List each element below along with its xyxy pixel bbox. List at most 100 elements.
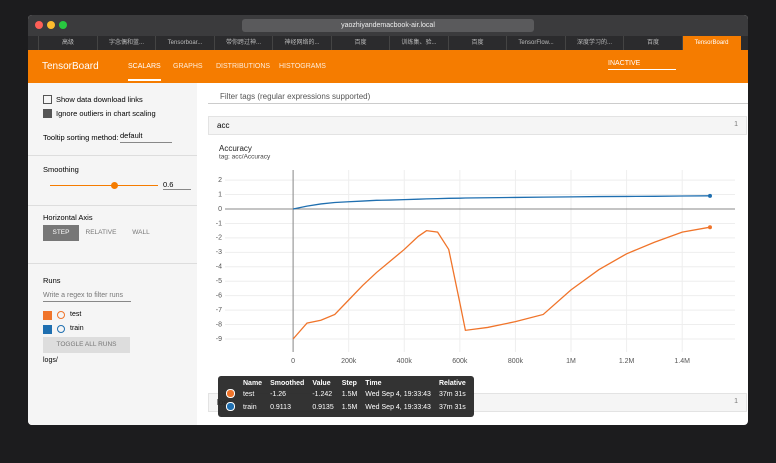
y-tick-label: -2 (216, 235, 222, 242)
y-tick-label: -4 (216, 264, 222, 271)
label: Horizontal Axis (43, 213, 93, 222)
y-tick-label: -3 (216, 249, 222, 256)
cell: 37m 31s (438, 404, 466, 411)
tab[interactable]: TensorBoard (681, 36, 741, 50)
tab[interactable]: Tensorboar... (155, 36, 214, 50)
series-line (292, 195, 710, 210)
cell: Value (312, 380, 331, 387)
section-title: acc (217, 121, 230, 130)
nav-tab[interactable]: GRAPHS (173, 63, 203, 70)
button[interactable]: TOGGLE ALL RUNS (43, 337, 130, 353)
run-dot (57, 311, 65, 319)
filter-input[interactable]: Filter tags (regular expressions support… (208, 90, 748, 104)
tab[interactable]: 高级 (38, 36, 97, 50)
cell: 1.5M (341, 404, 358, 411)
tab[interactable]: 字念偶和蓝... (96, 36, 156, 50)
sidebar: Show data download links Ignore outliers… (28, 83, 197, 425)
row: train 0.9113 0.9135 1.5M Wed Sep 4, 19:33:43… (222, 401, 470, 414)
y-tick-label: 0 (218, 206, 222, 213)
x-tick-label: 800k (508, 358, 524, 365)
input[interactable]: 0.6 (163, 180, 191, 190)
address-bar[interactable]: yaozhiyandemacbook-air.local (242, 19, 534, 32)
tab[interactable]: TensorFlow... (506, 36, 565, 50)
cell: 0.9135 (312, 404, 334, 411)
window: yaozhiyandemacbook-air.local 高级 字念偶和蓝... T… (28, 15, 748, 425)
tab[interactable]: 深度学习的... (564, 36, 624, 50)
x-tick-label: 1.2M (619, 358, 635, 365)
y-tick-label: -7 (216, 307, 222, 314)
chart-title: Accuracy (219, 144, 252, 153)
tab[interactable]: 神经网络的... (272, 36, 331, 50)
cell: train (243, 404, 257, 411)
divider (28, 155, 197, 156)
run-dot (57, 325, 65, 333)
tab[interactable]: 百度 (330, 36, 390, 50)
label: Smoothing (43, 165, 79, 174)
x-tick-label: 1M (566, 358, 576, 365)
minimize[interactable] (47, 21, 55, 29)
cell: Name (243, 380, 263, 387)
run-checkbox[interactable] (43, 325, 52, 334)
logdir: logs/ (43, 357, 58, 364)
cell: Relative (438, 380, 466, 387)
run-name: test (70, 311, 82, 318)
cell: -1.242 (312, 391, 333, 398)
swatch (222, 388, 239, 401)
y-tick-label: -6 (216, 293, 222, 300)
section-count: 1 (734, 121, 738, 128)
nav-tab[interactable]: DISTRIBUTIONS (216, 63, 271, 70)
divider (28, 205, 197, 206)
nav-tab[interactable]: HISTOGRAMS (279, 63, 326, 70)
label: Tooltip sorting method: (43, 133, 119, 142)
status-select[interactable]: INACTIVE (608, 60, 676, 70)
y-tick-label: 2 (218, 177, 222, 184)
axis-option[interactable]: RELATIVE (85, 229, 117, 236)
divider (28, 263, 197, 264)
axis-option[interactable]: WALL (132, 229, 150, 236)
tab[interactable]: 带你跨过神... (213, 36, 273, 50)
x-tick-label: 0 (291, 358, 295, 365)
x-tick-label: 600k (452, 358, 468, 365)
checkbox-checked[interactable] (43, 109, 52, 118)
label: Show data download links (56, 95, 143, 104)
section-header[interactable]: acc 1 (208, 116, 747, 135)
app-header: TensorBoard INACTIVE SCALARS GRAPHS DISTRI… (28, 50, 748, 83)
input[interactable]: Write a regex to filter runs (43, 292, 131, 302)
run-name: train (70, 325, 84, 332)
close[interactable] (35, 21, 43, 29)
label: Runs (43, 276, 61, 285)
cell: Wed Sep 4, 19:33:43 (365, 404, 431, 411)
axis-option[interactable]: STEP (43, 225, 79, 241)
slider-thumb[interactable] (111, 182, 118, 189)
checkbox[interactable] (43, 95, 52, 104)
x-tick-label: 400k (397, 358, 413, 365)
cell: 37m 31s (438, 391, 466, 398)
y-tick-label: 1 (218, 191, 222, 198)
cell: -1.26 (270, 391, 287, 398)
tab[interactable]: 百度 (623, 36, 682, 50)
y-tick-label: -1 (216, 220, 222, 227)
cell: test (243, 391, 255, 398)
cell: 1.5M (341, 391, 358, 398)
cell: Wed Sep 4, 19:33:43 (365, 391, 431, 398)
end-point (707, 193, 712, 198)
tab-bar: 高级 字念偶和蓝... Tensorboar... 带你跨过神... 神经网络的... 百… (28, 36, 748, 50)
x-tick-label: 1.4M (674, 358, 690, 365)
end-point (707, 225, 712, 230)
nav-tab[interactable]: SCALARS (128, 63, 161, 81)
run-checkbox[interactable] (43, 311, 52, 320)
swatch (222, 401, 239, 414)
chart: Accuracy tag: acc/Accuracy 2 1 0 -1 -2 -3 -4 -5… (216, 144, 735, 365)
y-tick-label: -8 (216, 321, 222, 328)
title-bar: yaozhiyandemacbook-air.local (28, 15, 748, 36)
tab[interactable]: 训练集、验... (389, 36, 448, 50)
tab[interactable]: 百度 (447, 36, 507, 50)
select[interactable]: default (120, 131, 172, 143)
cell: Step (341, 380, 357, 387)
y-tick-label: -5 (216, 278, 222, 285)
x-tick-label: 200k (341, 358, 357, 365)
slider[interactable] (50, 185, 158, 186)
app-title: TensorBoard (42, 61, 99, 72)
zoom[interactable] (59, 21, 67, 29)
